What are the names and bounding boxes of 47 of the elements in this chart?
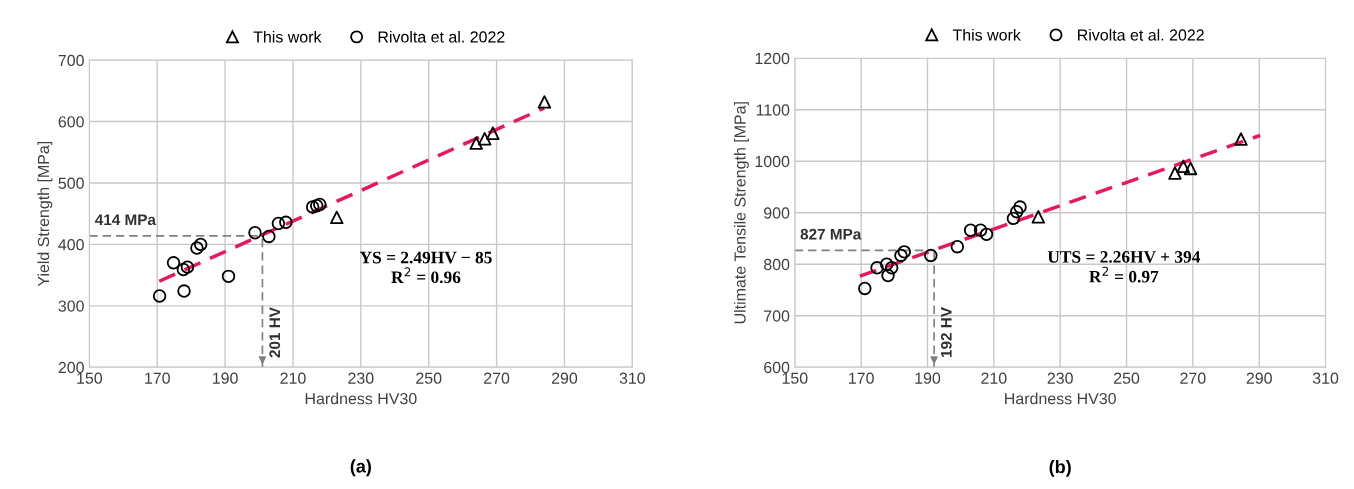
ref-line-label: 201 HV <box>269 307 281 358</box>
y-tick-label: 1000 <box>755 155 790 168</box>
text: (b) <box>1049 459 1071 477</box>
x-axis-title: Hardness HV30 <box>305 392 417 405</box>
y-tick-label: 700 <box>764 310 790 322</box>
x-tick-label: 290 <box>1246 372 1272 384</box>
x-axis-title: Hardness HV30 <box>1005 392 1116 405</box>
y-tick-label: 600 <box>58 116 84 128</box>
x-tick-label: 310 <box>1312 372 1339 384</box>
ref-line-label: 192 HV <box>940 307 952 358</box>
y-tick-label: 1100 <box>756 104 790 116</box>
y-tick-label: 700 <box>58 54 84 67</box>
x-tick-label: 230 <box>1047 372 1073 384</box>
y-tick-label: 900 <box>764 207 790 219</box>
x-tick-label: 190 <box>213 372 238 384</box>
x-tick-label: 190 <box>915 372 941 384</box>
x-tick-label: 170 <box>145 372 170 384</box>
x-tick-label: 170 <box>849 372 874 384</box>
x-tick-label: 250 <box>1114 372 1140 384</box>
y-tick-label: 500 <box>58 177 84 189</box>
legend-label: This work <box>952 28 1021 41</box>
x-tick-label: 210 <box>280 372 306 384</box>
x-tick-label: 290 <box>551 372 578 384</box>
annotation: YS = 2.49HV − 85 R$^{2}$ = 0.96 <box>359 251 492 284</box>
x-tick-label: 150 <box>77 372 103 384</box>
x-tick-label: 310 <box>619 372 646 384</box>
y-tick-label: 800 <box>763 258 790 271</box>
y-axis-title: Ultimate Tensile Strength [MPa] <box>733 102 749 324</box>
x-tick-label: 250 <box>416 372 442 384</box>
x-tick-label: 230 <box>348 372 374 384</box>
x-tick-label: 270 <box>484 372 510 384</box>
y-axis-title: Yield Strength [MPa] <box>37 141 53 287</box>
y-tick-label: 1200 <box>755 52 790 65</box>
x-tick-label: 150 <box>782 372 808 384</box>
x-tick-label: 210 <box>981 372 1007 384</box>
y-tick-label: 400 <box>58 239 84 251</box>
y-tick-label: 300 <box>58 300 84 312</box>
x-tick-label: 270 <box>1180 372 1206 384</box>
annotation: UTS = 2.26HV + 394 R$^{2}$ = 0.97 <box>1047 251 1201 283</box>
legend-label: This work <box>253 30 322 43</box>
ref-line-label: 827 MPa <box>800 228 862 240</box>
ref-line-label: 414 MPa <box>95 214 157 226</box>
legend-label: Rivolta et al. 2022 <box>1078 28 1204 41</box>
legend-label: Rivolta et al. 2022 <box>378 30 505 43</box>
y-tick-label: 600 <box>764 361 790 374</box>
text: (a) <box>350 459 371 477</box>
y-tick-label: 200 <box>58 361 84 374</box>
